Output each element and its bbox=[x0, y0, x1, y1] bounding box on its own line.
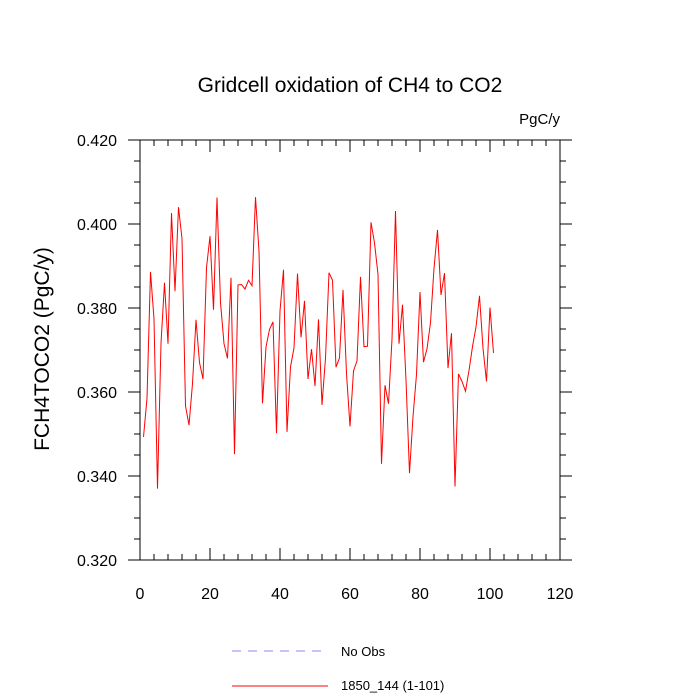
plot-frame bbox=[139, 139, 561, 561]
x-tick-label: 120 bbox=[547, 586, 574, 603]
chart-title: Gridcell oxidation of CH4 to CO2 bbox=[198, 74, 503, 97]
x-tick-label: 100 bbox=[477, 586, 504, 603]
y-tick-label: 0.320 bbox=[77, 553, 117, 570]
y-tick-label: 0.360 bbox=[77, 385, 117, 402]
series-line-1850-144 bbox=[143, 197, 494, 489]
minor-ticks bbox=[134, 140, 566, 560]
series-layer bbox=[143, 197, 494, 489]
legend-label-no-obs: No Obs bbox=[341, 644, 386, 659]
legend: No Obs 1850_144 (1-101) bbox=[232, 644, 444, 693]
x-tick-label: 40 bbox=[271, 586, 289, 603]
units-label: PgC/y bbox=[519, 111, 560, 128]
y-tick-label: 0.340 bbox=[77, 469, 117, 486]
y-tick-labels: 0.320 0.340 0.360 0.380 0.400 0.420 bbox=[77, 133, 117, 570]
x-tick-label: 80 bbox=[411, 586, 429, 603]
y-tick-label: 0.400 bbox=[77, 217, 117, 234]
x-tick-label: 20 bbox=[201, 586, 219, 603]
y-tick-label: 0.380 bbox=[77, 301, 117, 318]
x-tick-label: 0 bbox=[136, 586, 145, 603]
x-tick-labels: 0 20 40 60 80 100 120 bbox=[136, 586, 574, 603]
x-tick-label: 60 bbox=[341, 586, 359, 603]
legend-label-1850-144: 1850_144 (1-101) bbox=[341, 678, 444, 693]
y-axis-label: FCH4TOCO2 (PgC/y) bbox=[31, 247, 54, 451]
y-tick-label: 0.420 bbox=[77, 133, 117, 150]
